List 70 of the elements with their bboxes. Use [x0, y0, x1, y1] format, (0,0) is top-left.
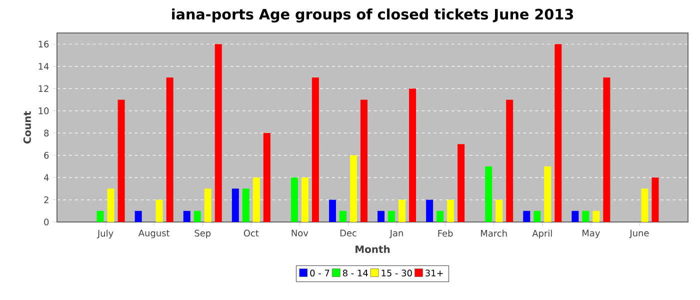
y-tick-label: 10: [38, 107, 49, 114]
x-tick-label: May: [582, 230, 600, 238]
x-tick-label: Feb: [438, 230, 453, 237]
bar: [360, 100, 368, 222]
bar: [447, 200, 454, 222]
bar: [378, 210, 385, 222]
legend-label: 8 - 14: [342, 270, 368, 276]
bar: [603, 77, 610, 222]
y-tick-label: 12: [38, 85, 48, 92]
bar: [485, 166, 492, 222]
bar: [426, 200, 434, 222]
bar: [641, 188, 648, 222]
bar: [506, 100, 514, 222]
y-tick-label: 16: [38, 40, 49, 48]
x-tick-label: Jan: [389, 230, 403, 238]
y-tick-label: 14: [38, 63, 49, 70]
chart-title: iana-ports Age groups of closed tickets June 2013: [172, 8, 573, 22]
y-axis-title: Count: [23, 111, 31, 144]
x-tick-label: March: [481, 230, 507, 237]
y-tick-label: 0: [44, 218, 49, 226]
x-tick-label: Dec: [340, 230, 356, 236]
bar: [204, 188, 212, 222]
x-tick-label: July: [97, 230, 114, 238]
x-tick-label: Sep: [194, 230, 211, 238]
bar: [183, 210, 190, 222]
bar: [263, 133, 270, 222]
bar: [96, 210, 104, 222]
bar: [398, 200, 406, 222]
bar: [242, 188, 250, 222]
bar: [388, 210, 396, 222]
x-tick-label: April: [532, 230, 552, 238]
bar: [328, 200, 336, 222]
x-tick-label: August: [138, 230, 170, 238]
bar: [134, 210, 142, 222]
bar: [214, 44, 222, 222]
bar: [592, 210, 600, 222]
bar: [544, 166, 552, 222]
bar: [554, 44, 562, 222]
bar: [194, 210, 201, 222]
x-axis-title: Month: [356, 245, 390, 253]
bar: [436, 210, 444, 222]
bar: [496, 200, 503, 222]
y-tick-label: 4: [44, 174, 49, 181]
x-tick-label: June: [629, 230, 649, 238]
x-tick-label: Oct: [244, 230, 259, 237]
bar: [232, 188, 239, 222]
bar: [166, 77, 174, 222]
bar: [290, 178, 298, 222]
bar: [350, 155, 357, 222]
y-tick-label: 6: [44, 152, 49, 159]
bar: [252, 178, 260, 222]
bar: [582, 210, 590, 222]
bar: [534, 210, 541, 222]
y-tick-label: 8: [44, 130, 49, 136]
bar: [118, 100, 125, 222]
bar: [523, 210, 530, 222]
bar: [339, 210, 346, 222]
legend-label: 31+: [426, 270, 443, 276]
bar: [156, 200, 163, 222]
bar: [458, 144, 465, 222]
x-tick-label: Nov: [292, 230, 308, 236]
legend-label: 0 - 7: [310, 270, 330, 276]
bar: [301, 178, 308, 222]
bar: [312, 77, 319, 222]
legend-label: 15 - 30: [382, 270, 412, 276]
bar: [107, 188, 114, 222]
bar: [409, 88, 416, 222]
bar: [652, 178, 659, 222]
y-tick-label: 2: [44, 196, 48, 204]
bar: [572, 210, 579, 222]
